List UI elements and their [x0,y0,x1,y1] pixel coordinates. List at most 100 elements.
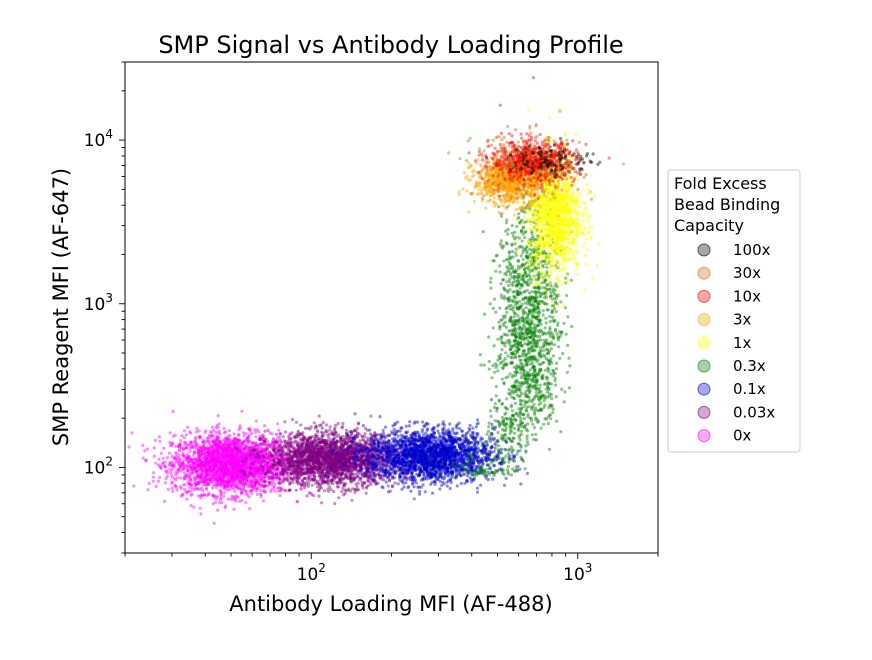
data-point [200,455,204,460]
data-point [251,455,256,459]
data-point [248,454,252,458]
data-point [362,438,366,442]
data-point [303,484,307,488]
data-point [308,437,313,441]
data-point [198,506,202,510]
data-point [189,458,193,462]
data-point [187,474,191,478]
data-point [325,423,329,427]
data-point [169,463,173,467]
data-point [210,459,214,464]
data-point [223,475,227,479]
data-point [219,446,224,450]
data-point [223,481,227,485]
data-point [181,467,185,471]
data-point [186,469,190,473]
data-point [233,454,237,458]
data-point [207,482,211,486]
data-point [210,469,215,473]
data-point [208,442,212,446]
data-point [222,467,226,471]
data-point [231,441,236,445]
data-point [241,476,245,480]
data-point [343,488,347,492]
data-point [177,449,182,453]
data-point [342,484,347,488]
data-point [306,426,310,430]
data-point [170,475,174,479]
data-point [231,487,236,491]
data-point [258,451,262,455]
data-point [358,439,362,443]
data-point [228,449,232,453]
data-point [240,450,244,454]
data-point [242,473,246,477]
data-point [252,448,256,452]
data-point [241,459,245,464]
data-point [232,456,236,460]
data-point [152,454,156,458]
data-point [266,428,270,432]
data-point [209,451,213,455]
data-point [267,470,271,474]
data-point [225,471,229,476]
data-point [216,438,220,442]
data-point [277,482,281,486]
data-point [178,458,182,462]
data-point [228,475,233,479]
data-point [253,466,257,470]
data-point [243,444,247,448]
data-point [279,440,284,444]
data-point [261,452,265,456]
data-point [239,455,243,459]
data-point [236,468,240,472]
data-point [256,468,260,473]
data-point [209,457,213,461]
data-point [225,454,229,458]
data-point [242,455,246,459]
data-point [157,457,161,461]
data-point [263,460,268,464]
data-point [188,475,192,479]
data-point [221,444,225,448]
data-point [215,470,219,474]
data-point [211,472,215,476]
data-point [231,455,235,459]
data-point [262,476,266,480]
data-point [189,462,194,466]
data-point [200,469,204,473]
data-point [273,440,277,444]
data-point [208,448,212,452]
data-point [218,488,222,492]
data-point [205,468,209,473]
data-point [207,491,211,495]
data-point [244,483,248,487]
data-point [209,451,213,455]
data-point [299,487,303,491]
data-point [270,471,274,475]
data-point [238,426,242,430]
data-point [197,454,201,458]
data-point [259,438,263,442]
data-point [211,434,215,438]
data-point [199,486,203,490]
data-point [292,435,296,439]
data-point [234,485,238,489]
data-point [221,467,225,471]
data-point [241,468,245,472]
data-point [222,494,226,498]
data-point [260,472,264,476]
data-point [221,475,225,479]
data-point [241,463,245,467]
data-point [190,486,194,490]
data-point [219,452,224,456]
data-point [272,447,276,451]
data-point [265,443,269,447]
data-point [182,466,186,470]
data-point [244,464,248,468]
data-point [309,445,313,449]
data-point [178,456,182,461]
data-point [355,485,359,489]
data-point [265,461,269,465]
data-point [208,445,212,449]
